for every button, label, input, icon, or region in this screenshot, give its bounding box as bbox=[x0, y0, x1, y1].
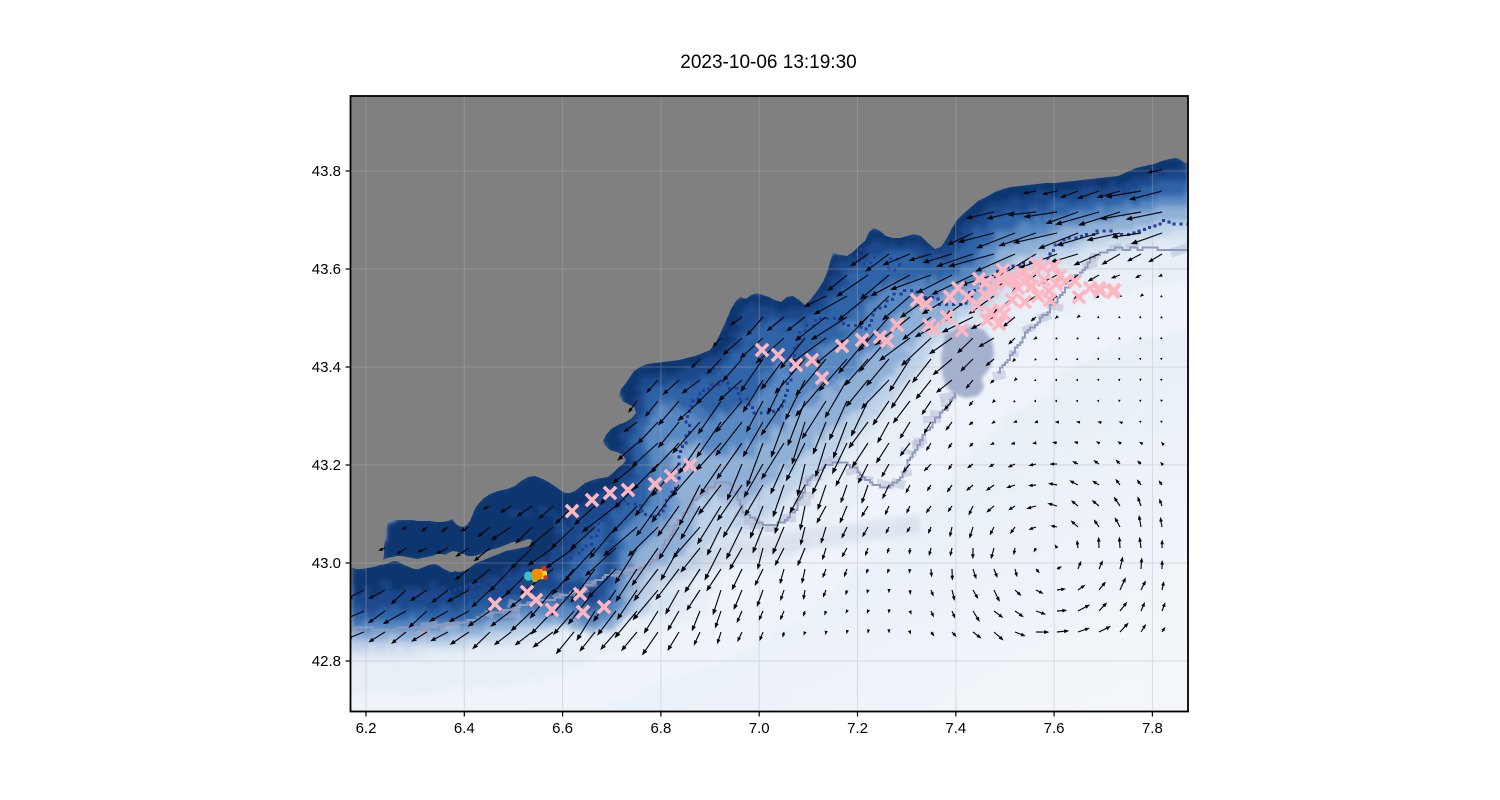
svg-text:7.4: 7.4 bbox=[945, 720, 966, 737]
svg-text:6.4: 6.4 bbox=[454, 720, 475, 737]
svg-text:2023-10-06 13:19:30: 2023-10-06 13:19:30 bbox=[680, 52, 856, 73]
svg-text:43.6: 43.6 bbox=[312, 261, 341, 278]
svg-text:7.8: 7.8 bbox=[1142, 720, 1163, 737]
svg-text:43.0: 43.0 bbox=[312, 555, 341, 572]
svg-text:6.2: 6.2 bbox=[356, 720, 377, 737]
svg-text:43.4: 43.4 bbox=[312, 359, 341, 376]
svg-text:43.2: 43.2 bbox=[312, 457, 341, 474]
svg-text:43.8: 43.8 bbox=[312, 163, 341, 180]
svg-text:7.6: 7.6 bbox=[1044, 720, 1065, 737]
svg-text:6.8: 6.8 bbox=[650, 720, 671, 737]
svg-text:6.6: 6.6 bbox=[552, 720, 573, 737]
svg-text:7.0: 7.0 bbox=[749, 720, 770, 737]
svg-text:42.8: 42.8 bbox=[312, 653, 341, 670]
svg-text:7.2: 7.2 bbox=[847, 720, 868, 737]
